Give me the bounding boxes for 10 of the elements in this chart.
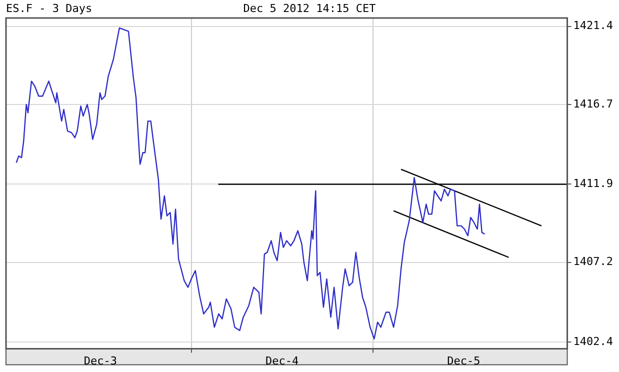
- x-tick-label: Dec-5: [447, 354, 480, 368]
- y-tick-label: 1416.7: [573, 97, 614, 110]
- y-tick-label: 1411.9: [573, 177, 614, 190]
- y-tick-label: 1402.4: [573, 335, 614, 348]
- chart-subtitle: ES.F - 3 Days: [6, 2, 92, 15]
- y-tick-label: 1407.2: [573, 255, 614, 268]
- chart-title: Dec 5 2012 14:15 CET: [243, 2, 376, 15]
- x-tick-label: Dec-4: [266, 354, 300, 368]
- x-tick-label: Dec-3: [84, 354, 118, 368]
- y-tick-label: 1421.4: [573, 19, 614, 32]
